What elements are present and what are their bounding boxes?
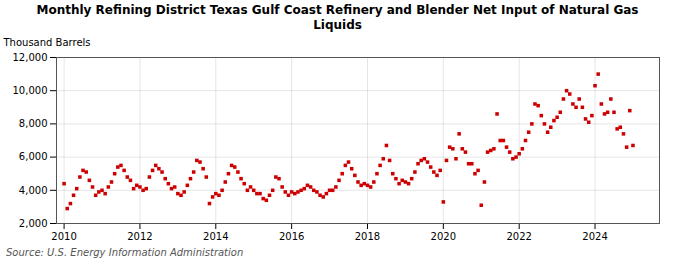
svg-text:2010: 2010 xyxy=(51,231,76,242)
svg-text:2018: 2018 xyxy=(355,231,380,242)
svg-text:2,000: 2,000 xyxy=(19,218,48,229)
html-text:Source: U.S. Energy Informatio: Source: U.S. Energy Information Administ… xyxy=(6,247,244,258)
svg-text:2016: 2016 xyxy=(279,231,304,242)
html-text:Monthly Refining District Texa: Monthly Refining District Texas Gulf Coa… xyxy=(36,3,639,32)
svg-text:4,000: 4,000 xyxy=(19,185,48,196)
svg-text:8,000: 8,000 xyxy=(19,118,48,129)
svg-text:10,000: 10,000 xyxy=(13,85,48,96)
svg-text:12,000: 12,000 xyxy=(13,52,48,63)
svg-text:Thousand Barrels: Thousand Barrels xyxy=(3,37,91,48)
svg-text:6,000: 6,000 xyxy=(19,151,48,162)
svg-text:2022: 2022 xyxy=(506,231,531,242)
svg-text:2012: 2012 xyxy=(127,231,152,242)
svg-text:2024: 2024 xyxy=(582,231,607,242)
svg-text:2020: 2020 xyxy=(431,231,456,242)
svg-text:2014: 2014 xyxy=(203,231,228,242)
